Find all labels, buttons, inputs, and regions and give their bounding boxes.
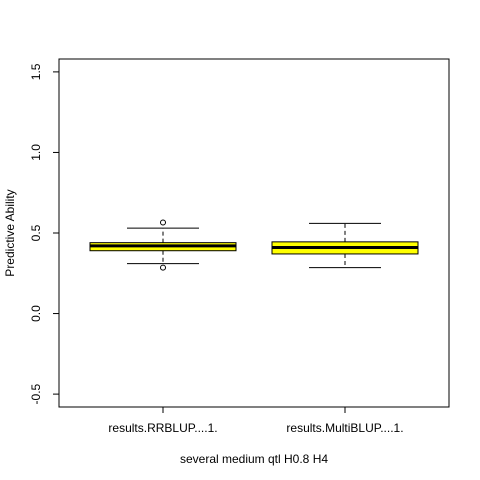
y-tick-label: -0.5 (29, 383, 43, 404)
y-tick-label: 1.5 (29, 63, 43, 80)
x-axis: results.RRBLUP....1. results.MultiBLUP...… (108, 407, 404, 435)
y-tick-label: 1.0 (29, 144, 43, 161)
plot-frame (58, 58, 450, 408)
y-axis: -0.5 0.0 0.5 1.0 1.5 (29, 63, 60, 404)
box-group (89, 219, 237, 271)
y-tick-label: 0.5 (29, 224, 43, 241)
x-tick-label: results.RRBLUP....1. (108, 421, 217, 435)
x-tick-label: results.MultiBLUP....1. (286, 421, 403, 435)
outlier-point (160, 264, 166, 271)
boxes-layer (89, 219, 419, 271)
box-group (271, 222, 419, 269)
outlier-point (160, 219, 166, 226)
y-axis-title: Predictive Ability (3, 189, 17, 276)
y-tick-label: 0.0 (29, 305, 43, 322)
x-axis-title: several medium qtl H0.8 H4 (180, 452, 328, 466)
